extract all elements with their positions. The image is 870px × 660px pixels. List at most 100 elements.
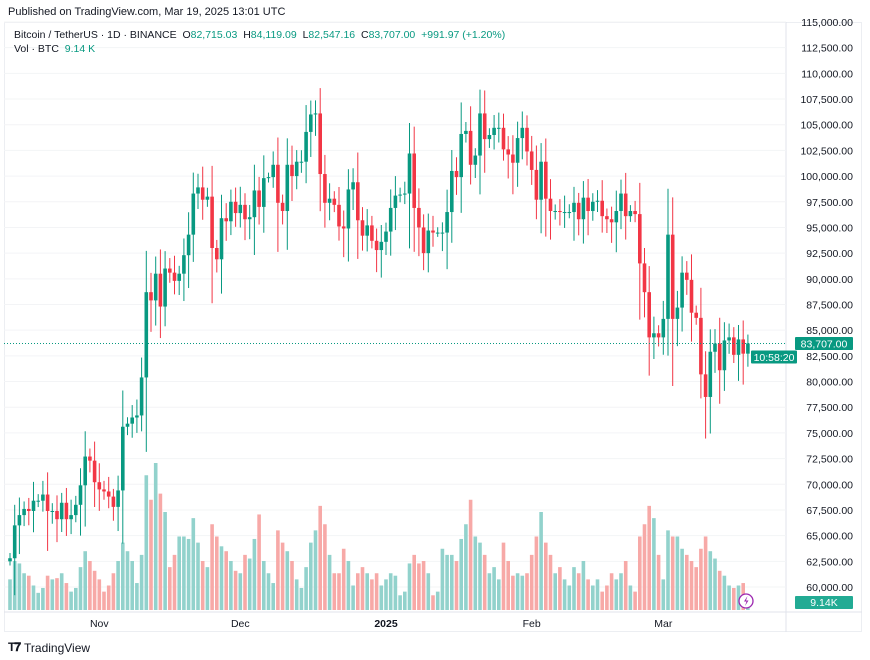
high-label: H xyxy=(243,29,251,41)
volume-bar xyxy=(92,570,97,610)
volume-bar xyxy=(703,536,708,610)
candle-body xyxy=(445,212,449,233)
volume-bar xyxy=(727,585,731,610)
high-value: 84,119.09 xyxy=(250,29,297,41)
candle-body xyxy=(158,273,163,307)
candle-body xyxy=(97,482,102,490)
volume-bar xyxy=(586,579,590,610)
volume-bar xyxy=(102,591,106,610)
volume-bar xyxy=(210,524,214,610)
volume-bar xyxy=(529,554,534,610)
countdown-label: 10:58:20 xyxy=(754,352,795,364)
candle-body xyxy=(121,426,125,491)
candle-body xyxy=(356,182,360,221)
volume-bar xyxy=(426,573,431,610)
volume-bar xyxy=(567,585,572,610)
candle-body xyxy=(69,515,73,520)
candle-body xyxy=(252,190,257,218)
candle-body xyxy=(346,189,351,229)
volume-bar xyxy=(609,573,614,610)
candle-body xyxy=(139,377,144,416)
candle-body xyxy=(247,217,252,220)
volume-bar xyxy=(182,536,186,610)
volume-bar xyxy=(130,561,134,610)
candle-body xyxy=(59,502,64,520)
candle-body xyxy=(572,202,576,213)
volume-bar xyxy=(177,536,181,610)
brand-name: TradingView xyxy=(24,640,91,655)
volume-bar xyxy=(473,536,478,610)
tradingview-brand[interactable]: T𝟕 TradingView xyxy=(8,640,90,655)
candle-body xyxy=(309,114,313,132)
volume-bar xyxy=(548,554,553,610)
candle-body xyxy=(290,164,294,177)
volume-bar xyxy=(638,536,642,610)
volume-bar xyxy=(229,561,233,610)
volume-bar xyxy=(41,587,45,610)
candle-body xyxy=(365,225,369,236)
y-tick-label: 85,000.00 xyxy=(806,325,853,337)
candle-body xyxy=(417,207,421,228)
volume-bar xyxy=(642,524,647,610)
candle-body xyxy=(266,177,271,179)
candle-body xyxy=(501,127,506,150)
volume-bar xyxy=(276,530,280,610)
candle-body xyxy=(50,510,55,512)
volume-bar xyxy=(168,567,172,610)
tradingview-logo-icon: T𝟕 xyxy=(8,640,21,654)
volume-bar xyxy=(652,518,656,610)
candle-body xyxy=(656,333,661,338)
low-value: 82,547.16 xyxy=(308,29,356,41)
volume-bar xyxy=(520,575,525,610)
candle-body xyxy=(581,197,586,220)
candle-body xyxy=(172,272,177,281)
x-tick-label: Nov xyxy=(90,618,109,630)
volume-bar xyxy=(191,518,196,610)
y-tick-label: 72,500.00 xyxy=(806,454,853,466)
candle-body xyxy=(623,193,628,217)
y-tick-label: 75,000.00 xyxy=(806,428,853,440)
symbol-name[interactable]: Bitcoin / TetherUS · 1D · BINANCE xyxy=(14,29,177,41)
y-tick-label: 70,000.00 xyxy=(806,479,853,491)
volume-bar xyxy=(666,530,670,610)
candle-body xyxy=(45,494,50,511)
volume-label[interactable]: Vol · BTC xyxy=(14,43,59,55)
y-tick-label: 60,000.00 xyxy=(806,582,853,594)
volume-bar xyxy=(144,475,149,610)
volume-bar xyxy=(388,573,393,610)
volume-value: 9.14 K xyxy=(64,43,96,55)
candle-body xyxy=(562,212,567,214)
candle-body xyxy=(22,508,26,516)
volume-bar xyxy=(45,575,50,610)
volume-bar xyxy=(623,561,628,610)
volume-bar xyxy=(27,575,31,610)
volume-bar xyxy=(294,579,299,610)
candle-body xyxy=(605,216,609,220)
y-tick-label: 110,000.00 xyxy=(801,68,853,80)
volume-bar xyxy=(478,542,482,610)
volume-bar xyxy=(501,542,506,610)
candle-body xyxy=(426,230,431,254)
candle-body xyxy=(609,219,614,223)
volume-bar xyxy=(398,595,402,610)
candle-body xyxy=(670,234,675,319)
candle-body xyxy=(525,127,529,152)
volume-bar xyxy=(379,585,384,610)
candle-body xyxy=(27,508,31,511)
candle-body xyxy=(666,234,670,319)
volume-bar xyxy=(356,573,360,610)
candle-body xyxy=(497,127,501,129)
volume-bar xyxy=(304,567,308,610)
candle-body xyxy=(379,241,384,251)
candle-body xyxy=(694,312,698,318)
candle-body xyxy=(205,196,210,200)
volume-bar xyxy=(78,567,83,610)
candle-body xyxy=(431,230,435,233)
candle-body xyxy=(699,317,703,375)
candle-body xyxy=(280,202,285,212)
volume-bar xyxy=(468,499,473,610)
candle-body xyxy=(595,200,600,202)
candle-body xyxy=(111,496,116,507)
volume-bar xyxy=(22,573,26,610)
